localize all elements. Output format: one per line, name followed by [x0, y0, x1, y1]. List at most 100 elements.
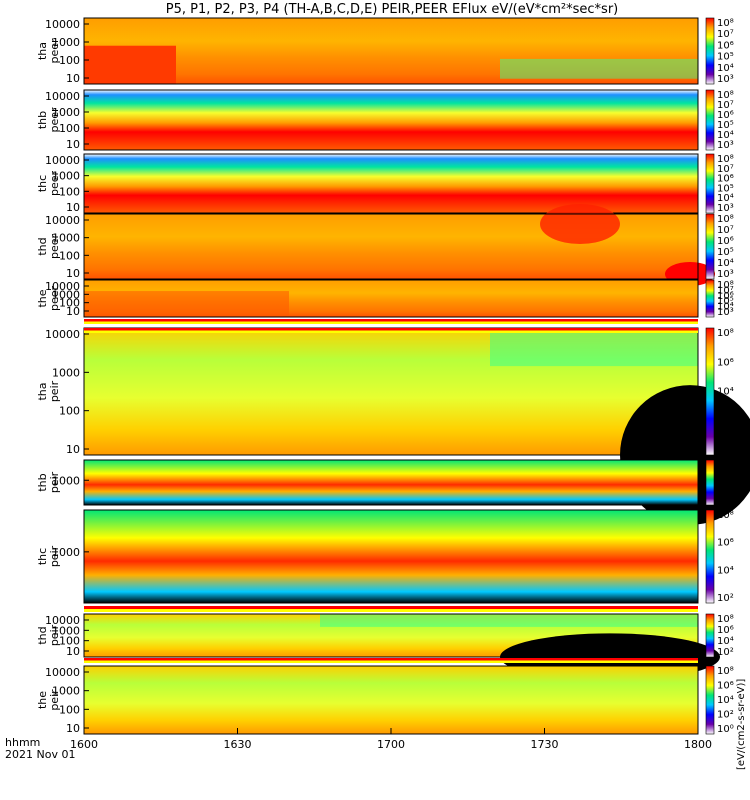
y-tick-label: 10000: [45, 154, 80, 167]
panel-ylabel-probe: thb: [36, 111, 49, 129]
y-tick-label: 10: [66, 267, 80, 280]
y-tick-label: 1000: [52, 474, 80, 487]
colorbar-tick-label: 10⁸: [717, 280, 734, 291]
dense-region: [84, 291, 289, 317]
x-axis-label-date: 2021 Nov 01: [5, 748, 75, 761]
colorbar-tick-label: 10²: [717, 495, 734, 506]
colorbar: [705, 665, 715, 735]
colorbar: [705, 89, 715, 151]
high-energy-band: [320, 614, 698, 627]
y-tick-label: 100: [59, 703, 80, 716]
y-tick-label: 10: [66, 443, 80, 456]
x-tick-label: 1700: [377, 738, 405, 751]
panel-ylabel-product: peer: [48, 171, 61, 197]
colorbar-tick-label: 10⁸: [717, 328, 734, 339]
colorbar-tick-label: 10²: [717, 593, 734, 604]
y-tick-label: 100: [59, 635, 80, 648]
y-tick-label: 100: [59, 185, 80, 198]
y-tick-label: 10000: [45, 328, 80, 341]
colorbar-tick-label: 10⁵: [717, 296, 734, 307]
low-flux-band: [500, 58, 698, 79]
colorbar: [705, 17, 715, 85]
y-tick-label: 100: [59, 405, 80, 418]
high-energy-band: [490, 328, 698, 367]
colorbar-tick-label: 10⁷: [717, 100, 734, 111]
y-tick-label: 1000: [52, 366, 80, 379]
dense-region: [84, 45, 176, 84]
colorbar-tick-label: 10⁶: [717, 291, 734, 302]
y-tick-label: 1000: [52, 624, 80, 637]
panel-frame: [83, 279, 699, 318]
x-tick-label: 1630: [224, 738, 252, 751]
colorbar-tick-label: 10⁰: [717, 445, 734, 456]
panel-ylabel-probe: thc: [36, 548, 49, 565]
colorbar-tick-label: 10⁶: [717, 110, 734, 121]
flag-bar-red: [84, 328, 698, 331]
panel-ylabel-probe: the: [36, 289, 49, 307]
colorbar-tick-label: 10⁶: [717, 681, 734, 692]
y-tick-label: 1000: [52, 106, 80, 119]
colorbar: [705, 509, 715, 604]
y-tick-label: 10: [66, 201, 80, 214]
colorbar-tick-label: 10⁶: [717, 538, 734, 549]
colorbar-tick-label: 10³: [717, 307, 734, 318]
colorbar-tick-label: 10⁸: [717, 214, 734, 225]
y-tick-label: 100: [59, 249, 80, 262]
y-tick-label: 10000: [45, 90, 80, 103]
colorbar-tick-label: 10⁴: [717, 387, 734, 398]
y-tick-label: 10000: [45, 614, 80, 627]
colorbar-tick-label: 10⁸: [717, 510, 734, 521]
colorbar-tick-label: 10⁸: [717, 614, 734, 625]
spectrogram-image: [84, 510, 698, 603]
colorbar-tick-label: 10⁴: [717, 695, 734, 706]
panel-the-peir: 10000 1000 100 10 the peir 10⁸ 10⁶ 10⁴ 10² 10⁰: [36, 665, 734, 735]
colorbar-tick-label: 10⁷: [717, 285, 734, 296]
panel-ylabel-probe: the: [36, 691, 49, 709]
colorbar-tick-label: 10⁶: [717, 174, 734, 185]
y-tick-label: 10: [66, 722, 80, 735]
colorbar-tick-label: 10²: [717, 710, 734, 721]
spectrogram-image: [84, 460, 698, 505]
y-tick-label: 1000: [52, 170, 80, 183]
panel-ylabel-product: peer: [48, 234, 61, 260]
colorbar-tick-label: 10⁷: [717, 164, 734, 175]
flag-bar-red: [84, 319, 698, 322]
colorbar-tick-label: 10²: [717, 416, 734, 427]
panel-frame: [83, 509, 699, 604]
panel-ylabel-probe: tha: [36, 382, 49, 400]
x-tick-label: 1730: [531, 738, 559, 751]
y-tick-label: 1000: [52, 288, 80, 301]
colorbar-tick-label: 10⁰: [717, 724, 734, 735]
colorbar-tick-label: 10⁴: [717, 63, 734, 74]
colorbar-unit-label: [eV/(cm2-s-sr-eV)]: [736, 679, 747, 770]
colorbar-tick-label: 10⁴: [717, 193, 734, 204]
colorbar-tick-label: 10⁸: [717, 460, 734, 471]
colorbar-tick-label: 10⁸: [717, 90, 734, 101]
panel-ylabel-probe: tha: [36, 42, 49, 60]
panel-ylabel-product: peer: [48, 286, 61, 312]
flag-bar-red: [84, 606, 698, 609]
panel-ylabel-probe: thb: [36, 473, 49, 491]
colorbar-tick-label: 10⁴: [717, 258, 734, 269]
panel-frame: [83, 613, 699, 658]
panel-frame: [83, 89, 699, 151]
colorbar-tick-label: 10⁸: [717, 154, 734, 165]
y-tick-label: 10: [66, 305, 80, 318]
x-axis: 1600 1630 1700 1730 1800: [70, 728, 712, 751]
panel-ylabel-product: peir: [48, 545, 61, 567]
y-tick-label: 10: [66, 138, 80, 151]
colorbar-tick-label: 10⁴: [717, 130, 734, 141]
y-tick-label: 10000: [45, 666, 80, 679]
colorbar-tick-label: 10⁷: [717, 29, 734, 40]
y-tick-label: 1000: [52, 685, 80, 698]
panel-ylabel-product: peer: [48, 38, 61, 64]
colorbar: [705, 213, 715, 280]
